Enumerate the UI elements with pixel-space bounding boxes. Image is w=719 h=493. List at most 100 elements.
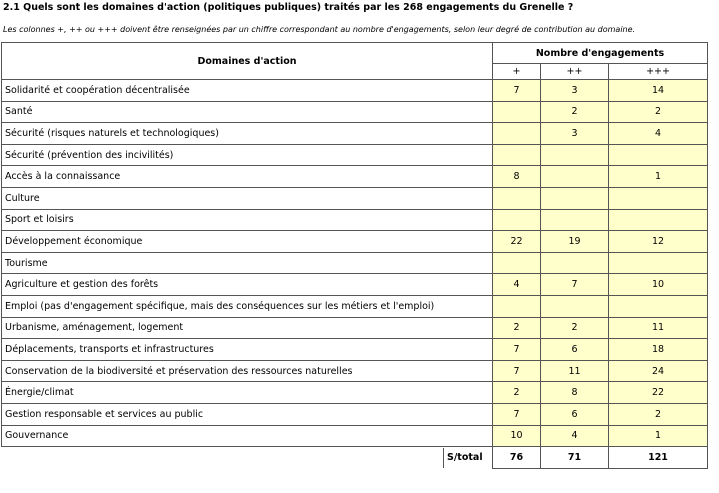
total-cell: 76 [492,446,541,469]
count-cell: 11 [540,359,609,383]
count-cell [607,294,709,318]
domain-label: Culture [1,186,493,210]
count-cell [492,122,541,145]
count-cell: 2 [540,100,609,124]
count-cell: 1 [607,165,709,188]
count-cell [540,165,609,188]
count-cell [540,251,609,275]
count-cell [492,294,541,318]
domain-label: Tourisme [1,251,493,275]
domain-label: Conservation de la biodiversité et prése… [1,359,493,383]
count-cell [540,186,609,210]
domain-label: Emploi (pas d'engagement spécifique, mai… [1,294,493,318]
domain-label: Santé [1,100,493,124]
domain-label: Gouvernance [1,424,493,448]
group-header: Nombre d'engagements [491,42,709,64]
table-body: Solidarité et coopération décentralisée 7… [1,79,709,469]
section-title: 2.1 Quels sont les domaines d'action (po… [3,2,574,13]
domain-row: Accès à la connaissance 8 1 [1,165,709,188]
count-cell: 22 [492,230,541,253]
engagements-table: Domaines d'action Nombre d'engagements + ++… [1,42,709,469]
domain-row: Culture [1,186,709,210]
count-cell: 6 [540,338,609,361]
domain-row: Gouvernance 10 4 1 [1,424,709,448]
domain-row: Tourisme [1,251,709,275]
domain-label: Développement économique [1,230,493,253]
count-cell [540,294,609,318]
count-cell: 22 [607,381,709,404]
domain-row: Solidarité et coopération décentralisée 7… [1,79,709,102]
header-row: Domaines d'action Nombre d'engagements [1,42,709,80]
count-cell: 8 [540,381,609,404]
count-cell: 8 [492,165,541,188]
count-cell: 3 [540,79,609,102]
table-head: Domaines d'action Nombre d'engagements + ++… [1,42,709,80]
total-row: S/total 76 71 121 [2,446,709,469]
count-cell: 4 [540,424,609,448]
domain-row: Déplacements, transports et infrastructu… [1,338,709,361]
domain-row: Développement économique 22 19 12 [1,230,709,253]
subheader-row: + ++ +++ [2,63,709,80]
count-cell: 2 [607,100,709,124]
count-cell: 4 [492,273,541,296]
domain-row: Agriculture et gestion des forêts 4 7 10 [1,273,709,296]
count-cell [492,143,541,167]
domain-row: Urbanisme, aménagement, logement 2 2 11 [1,316,709,340]
count-cell: 2 [607,402,709,426]
subcolumn-header: + [492,63,541,80]
count-cell [607,251,709,275]
domain-label: Gestion responsable et services au publi… [1,402,493,426]
domain-row: Sécurité (risques naturels et technologi… [1,122,709,145]
instruction-note: Les colonnes +, ++ ou +++ doivent être r… [3,25,636,34]
domain-row: Conservation de la biodiversité et prése… [1,359,709,383]
count-cell: 14 [607,79,709,102]
total-cell: 121 [607,446,709,469]
count-cell: 19 [540,230,609,253]
count-cell: 3 [540,122,609,145]
count-cell: 18 [607,338,709,361]
domain-row: Emploi (pas d'engagement spécifique, mai… [1,294,709,318]
domain-row: Sport et loisirs [1,208,709,232]
count-cell [607,208,709,232]
count-cell [492,208,541,232]
count-cell: 2 [492,316,541,340]
domain-row: Énergie/climat 2 8 22 [1,381,709,404]
count-cell: 7 [492,79,541,102]
domain-label: Accès à la connaissance [1,165,493,188]
domain-label: Sécurité (prévention des incivilités) [1,143,493,167]
count-cell: 7 [492,359,541,383]
domain-label: Sport et loisirs [1,208,493,232]
count-cell: 7 [540,273,609,296]
subcolumn-header: +++ [607,63,709,80]
domain-label: Agriculture et gestion des forêts [1,273,493,296]
count-cell: 2 [540,316,609,340]
domain-row: Gestion responsable et services au publi… [1,402,709,426]
domain-header: Domaines d'action [1,42,493,80]
count-cell: 1 [607,424,709,448]
total-label-cell: S/total [2,447,493,469]
domain-label: Solidarité et coopération décentralisée [1,79,493,102]
count-cell [492,251,541,275]
count-cell [607,186,709,210]
domain-row: Sécurité (prévention des incivilités) [1,143,709,167]
total-cell: 71 [540,446,609,469]
domain-label: Urbanisme, aménagement, logement [1,316,493,340]
count-cell: 6 [540,402,609,426]
count-cell: 10 [492,424,541,448]
count-cell [607,143,709,167]
domain-label: Déplacements, transports et infrastructu… [1,338,493,361]
domain-label: Sécurité (risques naturels et technologi… [1,122,493,145]
count-cell: 7 [492,338,541,361]
count-cell [492,186,541,210]
count-cell [492,100,541,124]
count-cell: 2 [492,381,541,404]
count-cell: 24 [607,359,709,383]
count-cell [540,208,609,232]
count-cell: 7 [492,402,541,426]
total-label: S/total [443,447,492,468]
domain-label: Énergie/climat [1,381,493,404]
count-cell [540,143,609,167]
count-cell: 11 [607,316,709,340]
subcolumn-header: ++ [540,63,609,80]
